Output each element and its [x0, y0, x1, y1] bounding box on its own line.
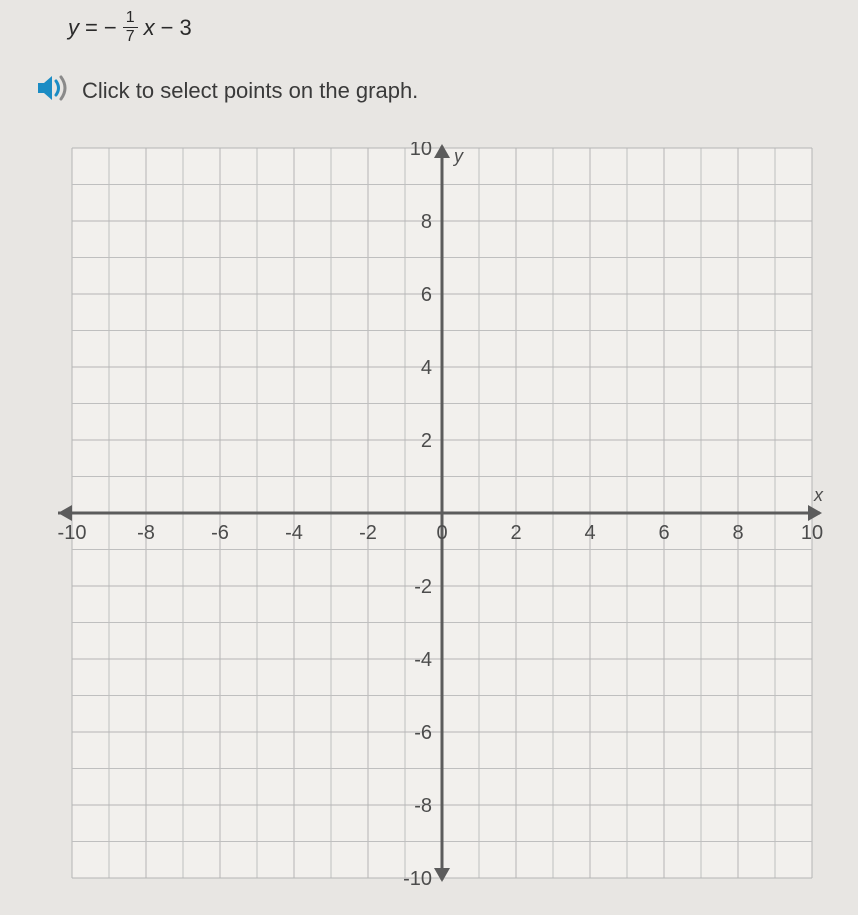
y-axis-label: y	[452, 146, 464, 166]
y-tick-label: 2	[421, 430, 432, 452]
equation: y = − 1 7 x − 3	[0, 0, 858, 45]
y-tick-label: -6	[414, 722, 432, 744]
equation-fraction: 1 7	[123, 10, 138, 45]
fraction-numerator: 1	[123, 10, 138, 28]
y-tick-label: -2	[414, 576, 432, 598]
y-tick-label: -4	[414, 649, 432, 671]
equation-eq: =	[85, 15, 98, 41]
instruction-row: Click to select points on the graph.	[0, 45, 858, 108]
x-axis-label: x	[813, 485, 824, 505]
x-tick-label: 2	[510, 522, 521, 544]
y-tick-label: -10	[403, 868, 432, 886]
y-tick-label: -8	[414, 795, 432, 817]
x-tick-label: 8	[732, 522, 743, 544]
equation-const: 3	[179, 15, 191, 41]
fraction-denominator: 7	[126, 28, 135, 45]
equation-neg: −	[104, 15, 117, 41]
x-tick-label: 6	[658, 522, 669, 544]
x-tick-label: 0	[436, 522, 447, 544]
x-tick-label: -10	[58, 522, 87, 544]
x-tick-label: -8	[137, 522, 155, 544]
coordinate-graph[interactable]: x y -10 -8 -6 -4 -2 0 2 4 6 8 10 10 8 6 4 2 -2 -4 -6 -8 -10	[52, 142, 828, 886]
equation-x: x	[144, 15, 155, 41]
instruction-text: Click to select points on the graph.	[82, 78, 418, 104]
x-tick-label: -6	[211, 522, 229, 544]
y-tick-label: 10	[410, 142, 432, 160]
x-tick-label: 10	[801, 522, 823, 544]
x-tick-label: -4	[285, 522, 303, 544]
equation-lhs: y	[68, 15, 79, 41]
y-tick-label: 4	[421, 357, 432, 379]
y-tick-label: 8	[421, 211, 432, 233]
y-tick-label: 6	[421, 284, 432, 306]
x-tick-label: 4	[584, 522, 595, 544]
speaker-icon[interactable]	[36, 73, 70, 108]
equation-minus: −	[161, 15, 174, 41]
x-tick-label: -2	[359, 522, 377, 544]
